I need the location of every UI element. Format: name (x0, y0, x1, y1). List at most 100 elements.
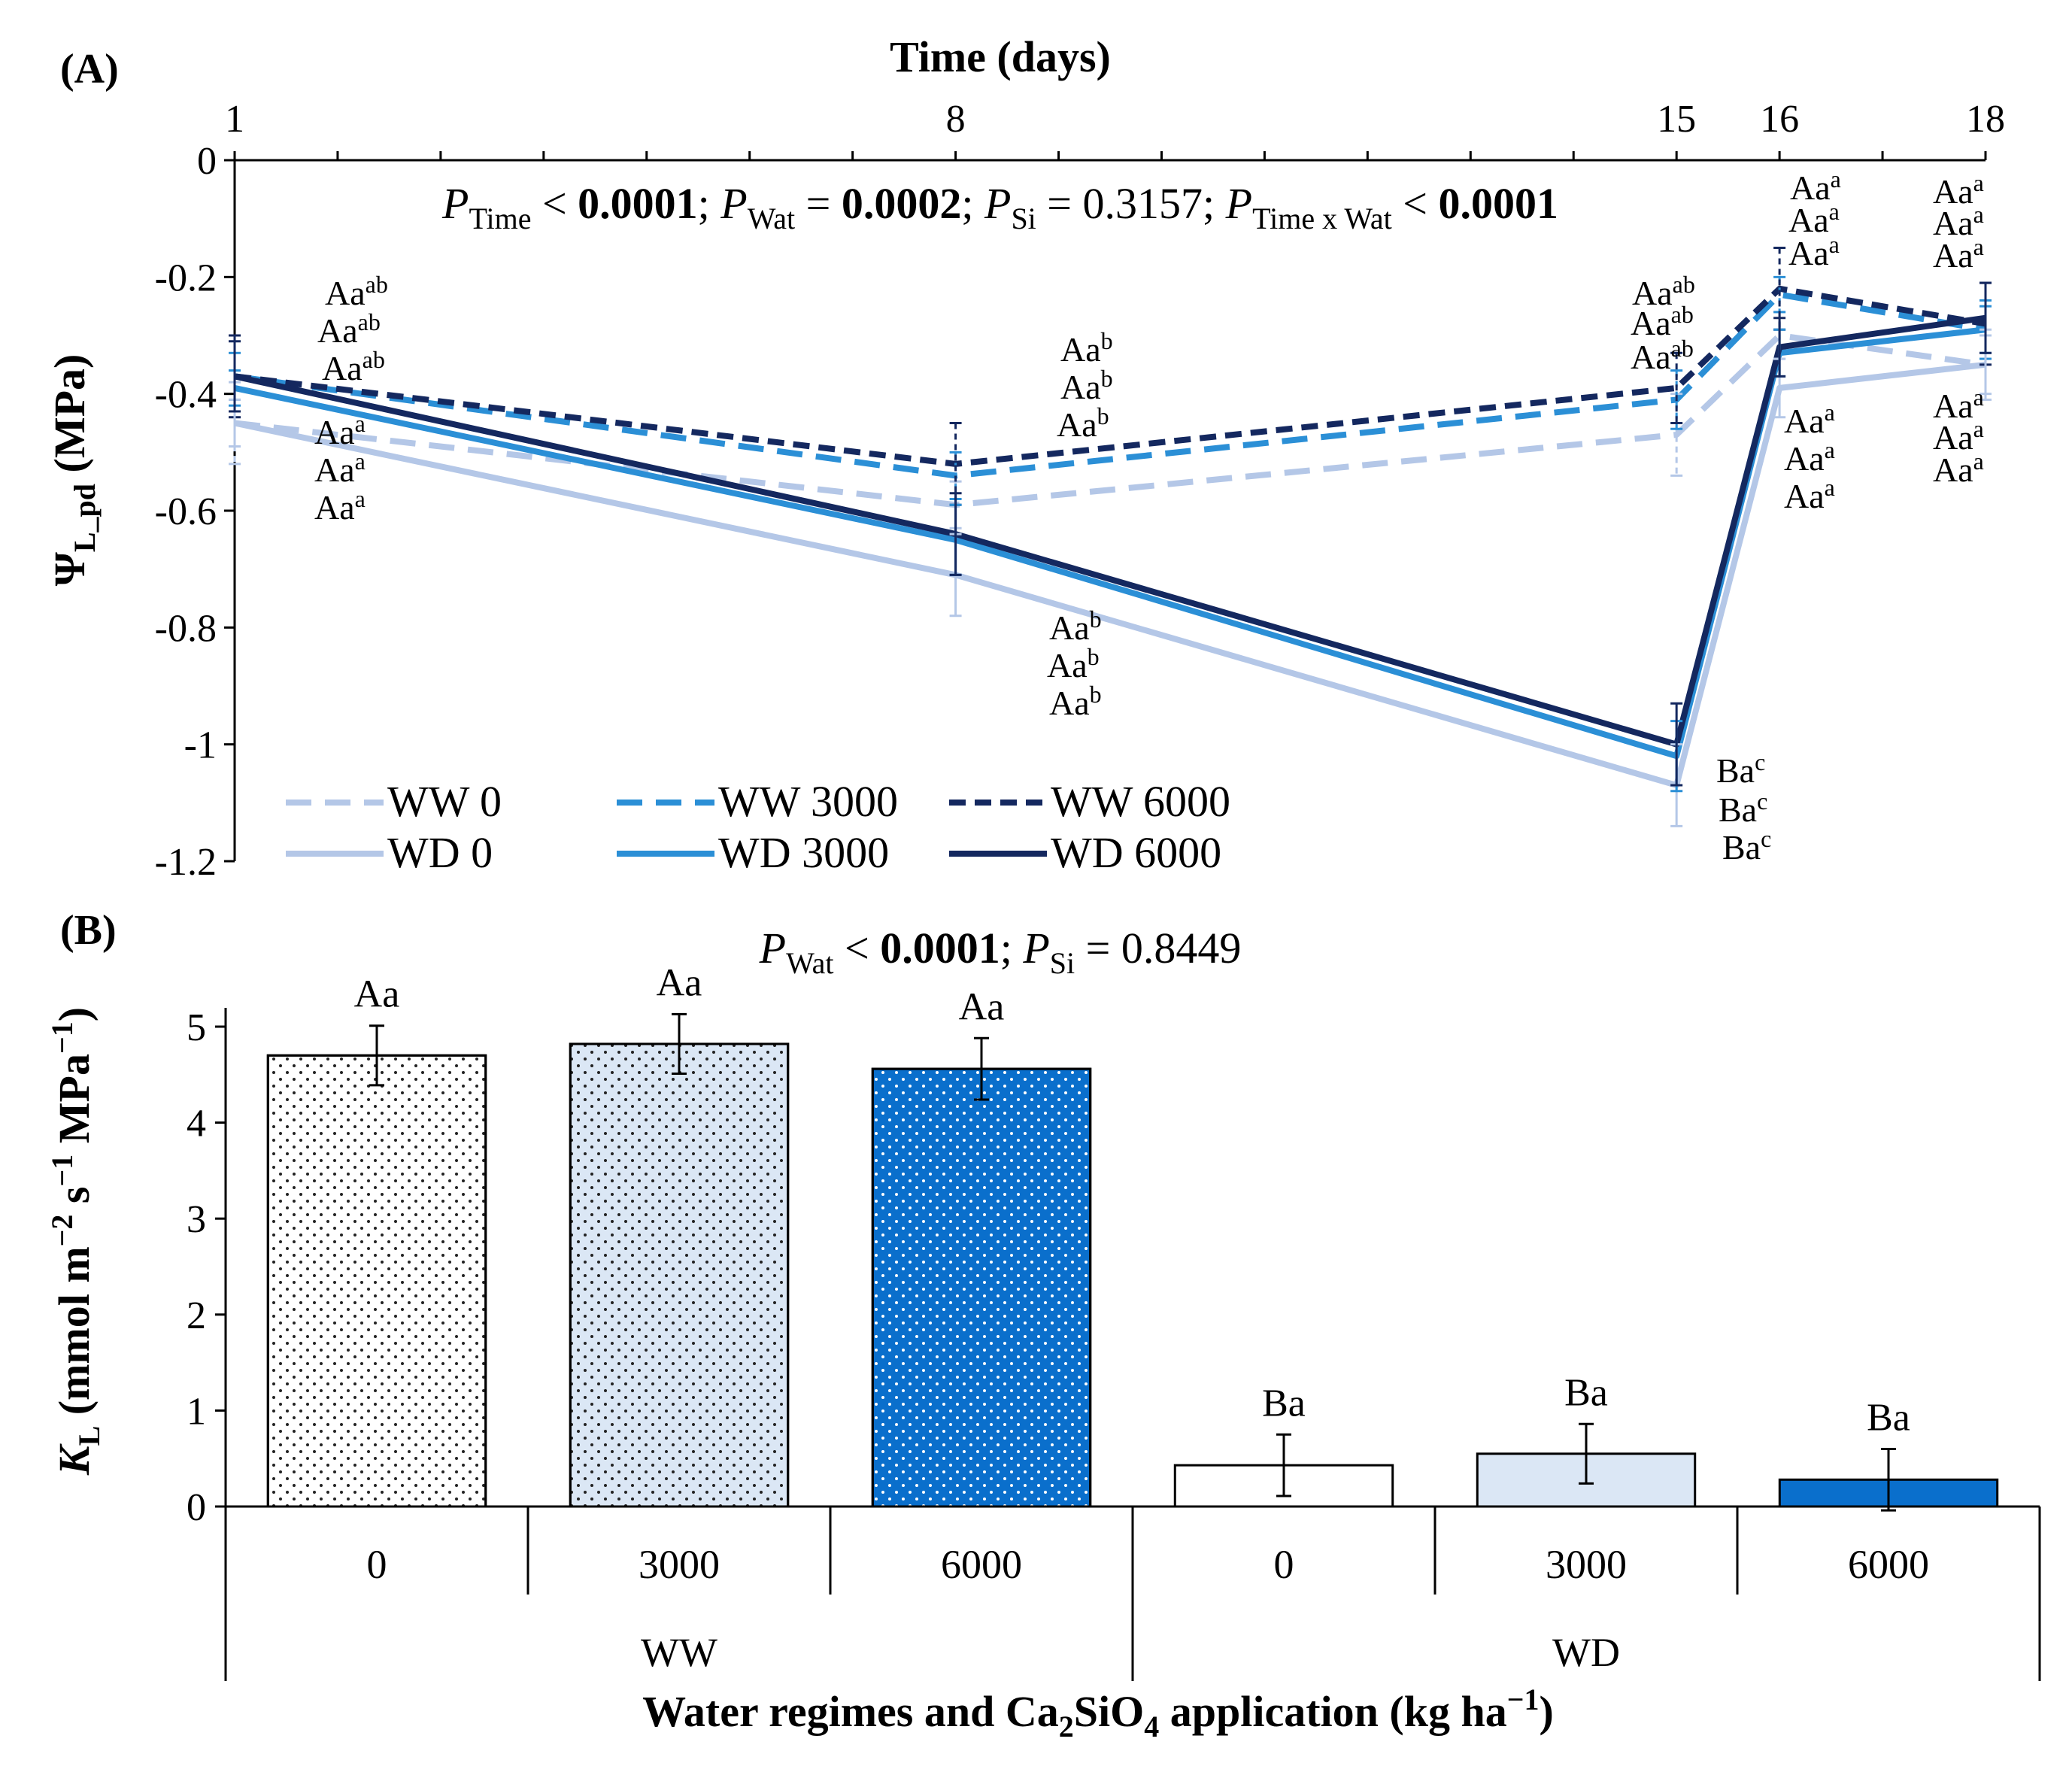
stat-sub: Si (1011, 202, 1036, 235)
x-title-part: ) (1540, 1687, 1554, 1736)
panel-a-series (234, 285, 1986, 789)
bar-significance-letter: Ba (1867, 1396, 1910, 1439)
stat-p: P (984, 179, 1011, 228)
annot-d8-wd: Aab (1047, 643, 1100, 684)
category-label: 3000 (1546, 1542, 1627, 1587)
annot-letters: Ba (1719, 790, 1757, 829)
y-title-unit: MPa (50, 1054, 99, 1155)
annot-letters: Aa (1933, 418, 1973, 457)
annot-sup: b (1090, 681, 1102, 708)
annot-d1-ww: Aaab (322, 346, 385, 387)
annot-d15-wd: Bac (1716, 748, 1765, 790)
stat-rel: = 0.3157; (1036, 179, 1226, 228)
annot-d18-ww: Aaa (1933, 201, 1984, 242)
annot-letters: Aa (1057, 405, 1097, 444)
y-title-unit: s (50, 1186, 99, 1214)
annot-letters: Aa (314, 413, 355, 451)
y-tick-label: 5 (187, 1006, 206, 1049)
annot-letters: Aa (1933, 387, 1973, 425)
annot-d8-wd: Aab (1049, 605, 1102, 647)
y-title-unit: (mmol m (50, 1246, 99, 1425)
stat-sub: Wat (748, 202, 795, 235)
panel-a-label: (A) (60, 46, 119, 93)
annot-letters: Aa (1933, 172, 1973, 211)
bar-pattern (569, 1042, 790, 1508)
y-tick-label: 1 (187, 1390, 206, 1433)
annot-sup: ab (1671, 301, 1694, 328)
y-title-unit: (MPa) (45, 354, 94, 484)
panel-b-y-ticks: 0 1 2 3 4 5 (187, 1006, 226, 1529)
y-tick-label: 3 (187, 1198, 206, 1241)
stat-val: 0.0001 (880, 924, 1000, 973)
annot-sup: c (1757, 787, 1767, 815)
annot-letters: Aa (1060, 330, 1101, 369)
annot-sup: a (355, 448, 366, 475)
stat-p: P (720, 179, 747, 228)
y-title-exp: −1 (45, 1155, 79, 1187)
stat-rel: < (834, 924, 881, 973)
annot-letters: Aa (1933, 204, 1973, 242)
annot-d15-ww: Aaab (1631, 301, 1694, 342)
stat-val: 0.0001 (578, 179, 698, 228)
x-title-exp: −1 (1507, 1683, 1540, 1716)
bar-pattern (871, 1067, 1092, 1508)
annot-sup: b (1088, 643, 1100, 670)
y-title-sub: L_pd (68, 484, 102, 552)
category-label: 0 (1274, 1542, 1294, 1587)
stat-sub: Time x Wat (1252, 202, 1392, 235)
panel-b-x-axis-title: Water regimes and Ca2SiO4 application (k… (642, 1683, 1554, 1743)
annot-letters: Aa (1784, 477, 1825, 515)
group-label: WD (1552, 1630, 1620, 1675)
bar-significance-letter: Ba (1564, 1371, 1608, 1414)
annot-d8-ww: Aab (1060, 327, 1113, 369)
annot-d16-ww: Aaa (1790, 165, 1841, 207)
annot-d1-ww: Aaab (317, 308, 381, 350)
annot-letters: Aa (1049, 608, 1090, 647)
y-title-sub: L (72, 1426, 106, 1446)
panel-a-x-ticks: 1 8 15 16 18 (225, 98, 2005, 160)
annot-sup: a (1973, 415, 1984, 442)
stat-val: 0.0001 (1438, 179, 1558, 228)
bar-significance-letter: Aa (657, 961, 702, 1004)
annot-letters: Aa (1047, 646, 1088, 684)
annot-d1-wd: Aaa (314, 485, 366, 526)
annot-letters: Aa (1784, 402, 1825, 440)
annot-letters: Ba (1716, 751, 1755, 790)
series-line-wd3000 (234, 326, 1986, 760)
annot-sup: a (1831, 165, 1841, 193)
group-label: WW (641, 1630, 717, 1675)
panel-b-stats: PWat < 0.0001; PSi = 0.8449 (759, 924, 1242, 980)
panel-a-legend: WW 0 WW 3000 WW 6000 WD 0 WD 3000 WD 600… (286, 777, 1230, 877)
y-tick-label: 2 (187, 1294, 206, 1337)
series-line-ww6000 (234, 285, 1986, 467)
annot-sup: a (1829, 231, 1840, 258)
stat-val: 0.0002 (842, 179, 962, 228)
bar-significance-letter: Ba (1262, 1382, 1306, 1425)
panel-a-y-axis-title: ΨL_pd (MPa) (45, 354, 102, 587)
annot-letters: Aa (317, 311, 358, 350)
panel-a-annotations: Aaab Aaab Aaab Aaa Aaa Aaa Aab Aab Aab A… (314, 165, 1984, 866)
legend-label-wd3000: WD 3000 (718, 828, 889, 877)
annot-sup: a (355, 485, 366, 512)
panel-a: (A) Time (days) 1 8 15 16 18 0-0.2-0.4-0.6-0… (45, 32, 2005, 884)
annot-d1-wd: Aaa (314, 448, 366, 489)
legend-label-ww6000: WW 6000 (1051, 777, 1230, 826)
annot-letters: Aa (1631, 338, 1671, 376)
panel-a-stats: PTime < 0.0001; PWat = 0.0002; PSi = 0.3… (441, 179, 1558, 235)
annot-d15-ww: Aaab (1632, 271, 1695, 312)
y-tick-label: -0.2 (155, 256, 217, 299)
legend-label-ww0: WW 0 (387, 777, 502, 826)
annot-letters: Aa (1784, 439, 1825, 478)
panel-a-y-ticks: 0 -0.2 -0.4 -0.6 -0.8 -1 -1.2 (155, 140, 235, 884)
x-tick-label: 15 (1657, 98, 1696, 141)
stat-sub: Si (1050, 946, 1075, 980)
y-title-unit: ) (50, 1007, 99, 1021)
annot-d8-wd: Aab (1049, 681, 1102, 722)
category-label: 3000 (639, 1542, 720, 1587)
y-tick-label: -1.2 (155, 841, 217, 884)
bar-pattern (266, 1054, 487, 1508)
annot-d1-ww: Aaab (325, 271, 388, 312)
y-tick-label: -0.4 (155, 374, 217, 417)
stat-sub: Time (469, 202, 531, 235)
